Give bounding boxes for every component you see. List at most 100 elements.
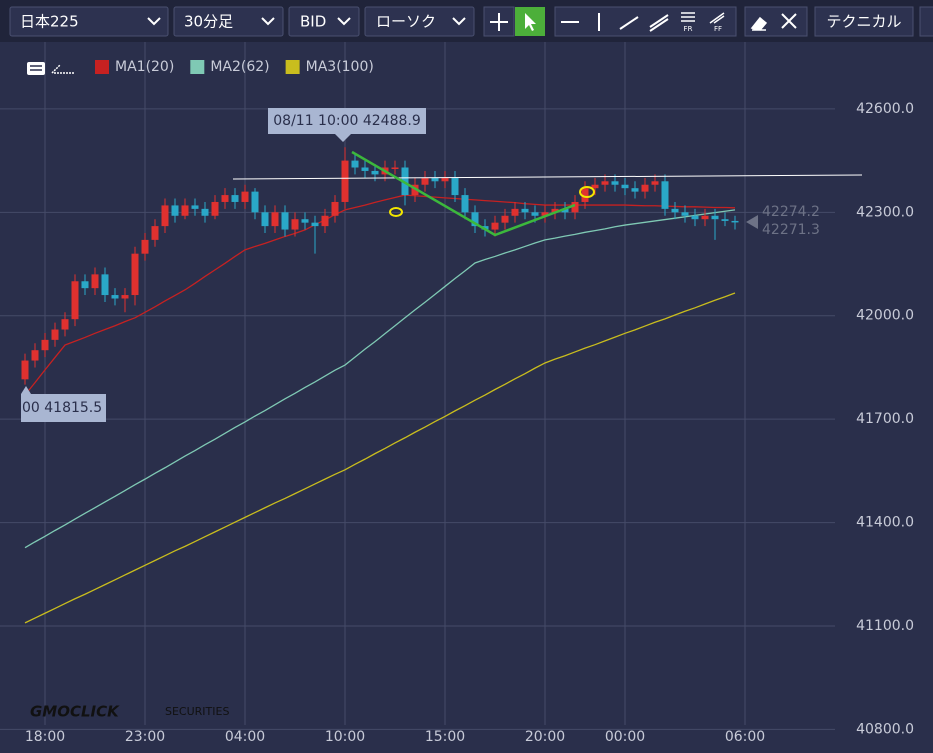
candle-body <box>531 212 539 216</box>
y-tick-label: 40800.0 <box>856 721 914 737</box>
candle-body <box>191 205 199 209</box>
candle-body <box>561 208 569 213</box>
pointer-button[interactable] <box>515 7 545 36</box>
icon-label: FF <box>714 25 722 33</box>
candle-body <box>351 160 359 168</box>
watermark-suffix: SECURITIES <box>165 705 229 718</box>
price-type-text: BID <box>300 13 326 31</box>
candle-body <box>631 188 639 192</box>
candle-body <box>491 222 499 230</box>
candle-body <box>261 212 269 227</box>
candle-body <box>391 167 399 170</box>
chart-style-text: ローソク <box>376 13 436 31</box>
candle-body <box>661 181 669 209</box>
y-tick-label: 41100.0 <box>856 618 914 634</box>
y-tick-label: 41700.0 <box>856 411 914 427</box>
candle-body <box>241 191 249 202</box>
x-tick-label: 18:00 <box>25 729 65 745</box>
legend-label: MA3(100) <box>306 59 374 75</box>
price-label: 42274.2 <box>762 204 820 220</box>
candle-body <box>231 195 239 202</box>
candle-body <box>401 167 409 196</box>
candle-body <box>301 219 309 223</box>
candle-body <box>201 208 209 216</box>
candle-body <box>121 295 129 299</box>
candle-body <box>101 274 109 296</box>
candle-body <box>51 329 59 340</box>
y-tick-label: 42300.0 <box>856 204 914 220</box>
candle-body <box>211 201 219 216</box>
chart-style-select[interactable]: ローソク <box>364 6 475 37</box>
candle-body <box>81 281 89 289</box>
candle-body <box>311 222 319 227</box>
candle-body <box>111 295 119 299</box>
candle-body <box>591 184 599 189</box>
timeframe-text: 30分足 <box>184 13 233 31</box>
candle-body <box>21 360 29 380</box>
symbol-select[interactable]: 日本225 <box>9 6 169 37</box>
x-tick-label: 20:00 <box>525 729 565 745</box>
candle-body <box>181 205 189 216</box>
start-label: 00 41815.5 <box>21 386 106 422</box>
candle-body <box>321 215 329 227</box>
price-label: 42271.3 <box>762 222 820 238</box>
candle-body <box>331 201 339 216</box>
candle-body <box>141 239 149 254</box>
technical-text: テクニカル <box>826 13 901 31</box>
price-marker <box>746 215 758 229</box>
candle-body <box>421 177 429 185</box>
candle-body <box>221 195 229 202</box>
candle-body <box>431 177 439 182</box>
legend-swatch <box>285 60 300 74</box>
candle-body <box>721 219 729 221</box>
symbol-text: 日本225 <box>20 13 79 31</box>
candle-body <box>501 215 509 223</box>
eraser-tools[interactable] <box>744 6 808 37</box>
candle-body <box>461 195 469 213</box>
y-tick-label: 42600.0 <box>856 101 914 117</box>
candle-body <box>171 205 179 216</box>
more-button[interactable] <box>919 6 933 37</box>
candle-body <box>621 184 629 189</box>
legend-icons <box>27 62 74 75</box>
price-type-select[interactable]: BID <box>288 6 360 37</box>
candle-body <box>361 167 369 171</box>
watermark-brand: GMOCLICK <box>30 703 120 721</box>
legend-swatch <box>95 60 109 74</box>
candle-body <box>251 191 259 213</box>
candle-body <box>151 226 159 240</box>
candle-body <box>691 215 699 220</box>
candle-body <box>471 212 479 227</box>
candle-body <box>291 219 299 230</box>
candle-body <box>731 220 739 223</box>
technical-button[interactable]: テクニカル <box>814 6 914 37</box>
candle-body <box>521 208 529 213</box>
tooltip-text: 08/11 10:00 42488.9 <box>273 113 421 129</box>
x-tick-label: 04:00 <box>225 729 265 745</box>
candle-body <box>91 274 99 289</box>
legend-swatch <box>190 60 205 74</box>
candle-body <box>271 212 279 227</box>
y-tick-label: 42000.0 <box>856 308 914 324</box>
candle-body <box>701 215 709 220</box>
y-tick-label: 41400.0 <box>856 515 914 531</box>
candle-body <box>651 181 659 185</box>
ma-line <box>24 292 736 624</box>
timeframe-select[interactable]: 30分足 <box>173 6 284 37</box>
candle-body <box>41 339 49 351</box>
candle-body <box>511 208 519 216</box>
candle-body <box>551 208 559 213</box>
icon-label: FR <box>684 25 693 33</box>
user-drawings <box>232 150 863 237</box>
candle-body <box>451 177 459 196</box>
ma-line <box>24 209 736 549</box>
drawing-tools[interactable]: FR FF <box>554 6 737 37</box>
candle-body <box>671 208 679 213</box>
crosshair-button[interactable] <box>483 6 515 37</box>
candle-body <box>131 253 139 296</box>
x-tick-label: 10:00 <box>325 729 365 745</box>
candle-body <box>711 215 719 220</box>
ma-line <box>24 194 736 396</box>
x-tick-label: 23:00 <box>125 729 165 745</box>
